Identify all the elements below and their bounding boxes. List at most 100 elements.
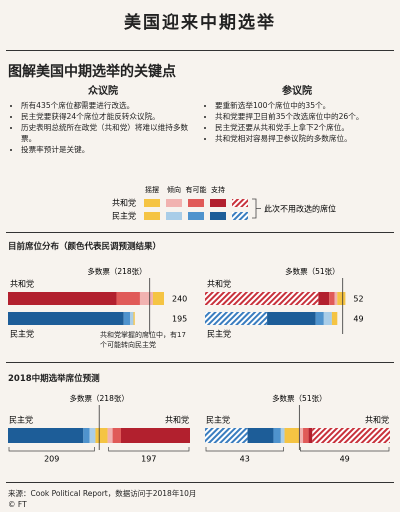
legend-swatch — [166, 199, 182, 207]
senate-heading: 参议院 — [282, 86, 312, 97]
seat-segment — [123, 312, 131, 325]
seat-segment — [312, 428, 390, 443]
legend-swatch — [232, 199, 248, 207]
legend-swatch — [210, 212, 226, 220]
seat-segment — [337, 292, 346, 305]
seat-segment — [120, 428, 190, 443]
seat-segment — [112, 428, 121, 443]
seat-segment — [139, 292, 153, 305]
legend-swatch — [166, 212, 182, 220]
party-label: 民主党 — [10, 329, 34, 339]
seat-total: 195 — [172, 315, 187, 324]
seat-segment — [152, 292, 164, 305]
bullet: 共和党相对容易捍卫参议院的多数席位。 — [215, 133, 400, 144]
legend-column-label: 支持 — [211, 185, 225, 194]
seat-segment — [130, 312, 134, 325]
section-title: 2018中期选举席位预测 — [8, 374, 100, 384]
seat-segment — [315, 312, 324, 325]
senate-bullets: 要重新选举100个席位中的35个。 共和党要捍卫目前35个改选席位中的26个。 … — [204, 100, 400, 144]
seat-total: 49 — [353, 315, 363, 324]
seat-segment — [329, 292, 335, 305]
seat-segment — [331, 312, 338, 325]
legend-swatch — [210, 199, 226, 207]
legend-swatch — [144, 212, 160, 220]
rule — [6, 482, 394, 483]
total-bracket — [205, 447, 284, 452]
party-label: 民主党 — [207, 329, 231, 339]
legend-label: 民主党 — [112, 211, 136, 221]
party-label: 民主党 — [206, 415, 230, 425]
legend-column-label: 倾向 — [167, 185, 181, 194]
majority-label: 多数票（51张） — [272, 393, 327, 403]
seat-segment — [8, 428, 84, 443]
party-label: 共和党 — [365, 415, 389, 425]
rule — [6, 50, 394, 51]
seat-segment — [107, 428, 113, 443]
seat-total: 43 — [240, 455, 250, 464]
party-label: 共和党 — [207, 279, 231, 289]
rule — [6, 362, 394, 363]
tossup-segment — [95, 428, 108, 443]
total-bracket — [8, 447, 95, 452]
seat-segment — [334, 292, 338, 305]
bullet: 要重新选举100个席位中的35个。 — [215, 100, 400, 111]
bullet: 共和党要捍卫目前35个改选席位中的26个。 — [215, 111, 400, 122]
seat-total: 197 — [141, 455, 156, 464]
section-title: 目前席位分布（颜色代表民调预测结果） — [8, 242, 162, 252]
bullet: 投票率预计是关键。 — [21, 144, 199, 155]
party-label: 共和党 — [165, 415, 189, 425]
majority-label: 多数票（51张） — [285, 266, 340, 276]
seat-segment — [318, 292, 330, 305]
rule — [6, 232, 394, 233]
seat-segment — [273, 428, 281, 443]
seat-segment — [267, 312, 316, 325]
seat-segment — [323, 312, 332, 325]
legend-column-label: 有可能 — [186, 185, 207, 194]
majority-label: 多数票（218张） — [70, 393, 129, 403]
subtitle: 图解美国中期选举的关键点 — [8, 64, 176, 80]
seat-segment — [133, 312, 135, 325]
seat-segment — [205, 312, 268, 325]
seat-segment — [247, 428, 274, 443]
legend-swatch — [188, 212, 204, 220]
seat-segment — [308, 428, 313, 443]
house-heading: 众议院 — [88, 86, 118, 97]
majority-label: 多数票（218张） — [87, 266, 146, 276]
bullet: 民主党要获得24个席位才能反转众议院。 — [21, 111, 199, 122]
seat-segment — [303, 428, 309, 443]
party-label: 民主党 — [9, 415, 33, 425]
title: 美国迎来中期选举 — [124, 13, 276, 33]
tossup-segment — [284, 428, 300, 443]
legend-column-label: 摇摆 — [145, 185, 159, 194]
party-label: 共和党 — [10, 279, 34, 289]
source: 来源：Cook Political Report，数据访问于2018年10月 — [8, 489, 197, 498]
legend-swatch — [232, 212, 248, 220]
seat-total: 52 — [353, 295, 363, 304]
legend-label: 此次不用改选的席位 — [264, 204, 336, 214]
seat-segment — [116, 292, 140, 305]
seat-segment — [280, 428, 285, 443]
seat-total: 49 — [340, 455, 350, 464]
seat-total: 240 — [172, 295, 187, 304]
seat-segment — [83, 428, 90, 443]
seat-segment — [8, 292, 117, 305]
legend-label: 共和党 — [112, 198, 136, 208]
credit: © FT — [8, 500, 27, 509]
seat-total: 209 — [44, 455, 59, 464]
note: 共和党掌握的席位中，有17个可能转向民主党 — [100, 331, 186, 349]
bullet: 所有435个席位都需要进行改选。 — [21, 100, 199, 111]
total-bracket — [108, 447, 190, 452]
bullet: 历史表明总统所在政党（共和党）将难以维持多数票。 — [21, 122, 199, 144]
seat-segment — [89, 428, 96, 443]
legend-bracket — [252, 198, 261, 219]
seat-segment — [299, 428, 304, 443]
legend-swatch — [188, 199, 204, 207]
bullet: 民主党还要从共和党手上拿下2个席位。 — [215, 122, 400, 133]
house-bullets: 所有435个席位都需要进行改选。 民主党要获得24个席位才能反转众议院。 历史表… — [10, 100, 199, 155]
total-bracket — [300, 447, 390, 452]
seat-segment — [205, 428, 248, 443]
seat-segment — [8, 312, 124, 325]
legend-swatch — [144, 199, 160, 207]
